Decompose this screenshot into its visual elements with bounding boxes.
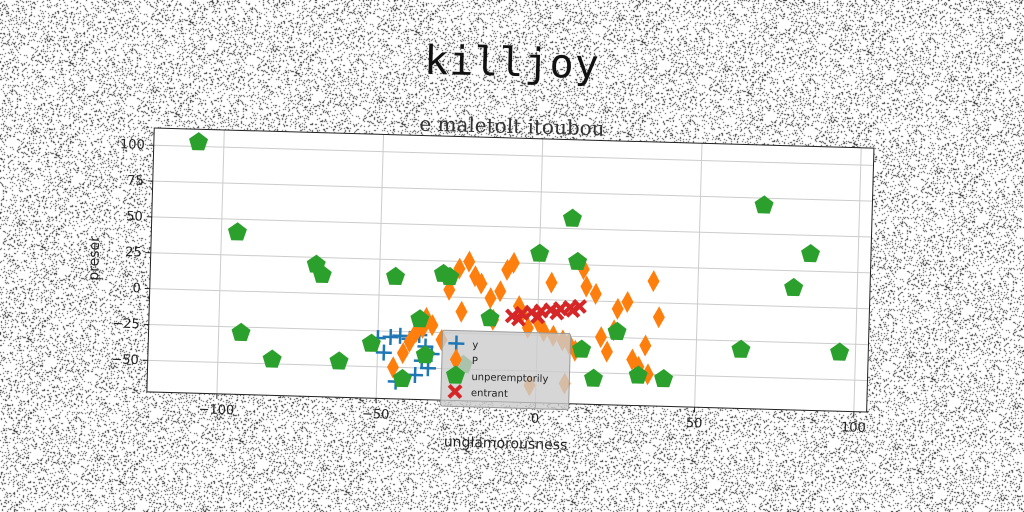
data-point [312,264,332,284]
grid-line-y [152,180,873,202]
data-point [628,365,648,384]
data-point [386,356,399,379]
y-axis-label: preser [86,236,103,281]
data-point [784,277,804,297]
series-unperemptorily [189,132,850,388]
data-point [507,251,520,274]
y-tick-label: 50 [126,209,143,224]
data-point [361,333,381,352]
data-point [426,314,439,337]
data-point [530,309,546,325]
data-point [626,348,639,371]
x-axis-label: unglamorousness [444,434,568,453]
data-point [545,271,558,294]
data-point [584,368,604,387]
data-point [639,334,652,357]
data-point [562,208,582,227]
data-point [621,290,634,313]
y-tick-label: −25 [112,316,140,332]
x-tick-label: 100 [841,420,866,436]
data-point [607,321,627,341]
data-point [329,351,349,370]
data-point [410,309,430,328]
legend-label: unperemptorily [471,372,548,385]
plot-marks [189,132,850,397]
data-point [600,340,613,363]
y-tick-label: −50 [111,352,139,368]
legend-marker [446,365,466,384]
data-point [386,266,406,286]
data-point [530,243,550,262]
y-tick-label: 100 [120,137,145,153]
data-point [463,250,476,273]
x-tick-label: −50 [362,407,390,423]
data-point [396,342,409,365]
grid-line-x [375,134,385,399]
data-point [565,302,581,319]
data-point [469,265,482,288]
data-point [475,272,488,295]
data-point [549,305,565,321]
data-point [392,368,412,388]
grid-line-x [853,147,862,412]
data-point [415,345,435,364]
data-point [754,195,774,214]
legend-entry: entrant [447,383,508,400]
data-point [262,349,282,368]
data-point [801,243,821,263]
series-entrant [504,298,588,327]
data-point [375,344,392,361]
data-point [611,297,624,320]
legend-label: P [472,356,478,367]
data-point [731,339,751,358]
grid-line-y [149,288,870,310]
y-tick-label: 75 [127,173,144,188]
data-point [654,369,674,388]
data-point [494,280,507,303]
legend-box [440,329,572,411]
data-point [830,342,850,361]
grid-line-y [153,144,874,166]
y-tick-label: 25 [125,245,142,260]
data-point [227,222,247,241]
x-tick-label: −100 [198,402,234,418]
data-point [568,251,588,271]
data-point [572,339,592,358]
data-point [594,326,607,349]
data-point [647,270,660,293]
y-tick-label: 0 [132,281,141,296]
data-point [580,275,593,298]
data-point [455,300,468,323]
grid-line-x [694,143,703,408]
axis-ticks: −100 −50 0 50 100 −50 −25 0 25 50 75 100 [111,137,866,436]
x-tick-label: 0 [531,412,540,427]
data-point [189,132,209,151]
legend-entry: P [449,348,478,371]
data-point [577,258,590,281]
data-point [589,282,602,305]
data-point [440,266,460,286]
legend-label: entrant [471,388,508,400]
grid-line-y [151,216,872,238]
data-point [484,287,497,310]
legend-label: y [472,340,478,351]
data-point [652,306,665,329]
grid-line-x [216,129,225,394]
legend-marker [447,383,463,400]
data-point [392,327,409,344]
x-tick-label: 50 [686,416,703,431]
data-point [231,322,251,342]
legend-marker [449,348,462,371]
legend-entry: unperemptorily [446,365,549,385]
data-point [480,308,500,327]
data-point [511,311,527,327]
data-point [382,328,399,346]
